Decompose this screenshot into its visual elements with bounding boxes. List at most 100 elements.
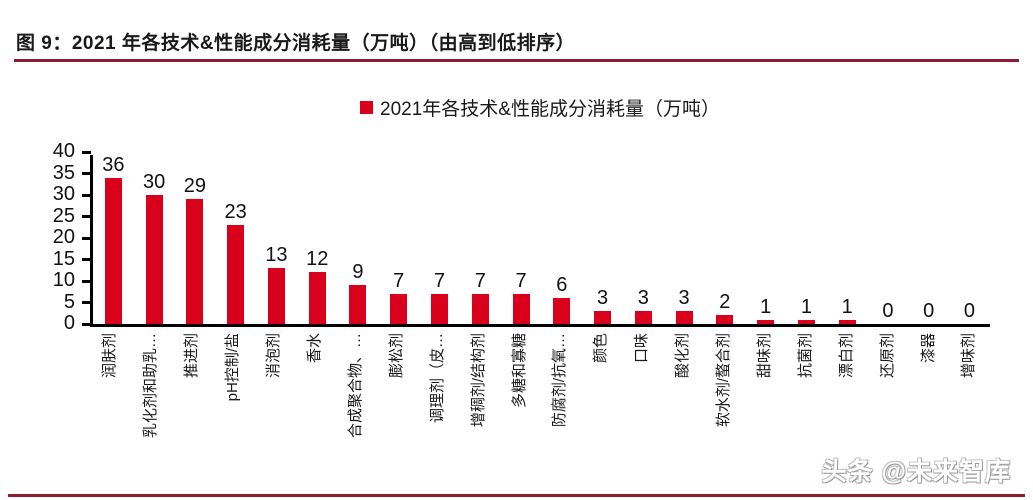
bar xyxy=(390,293,408,324)
bar xyxy=(512,293,530,324)
x-axis-label: 推进剂 xyxy=(183,333,201,379)
bar-value-label: 2 xyxy=(719,291,731,314)
bar-value-label: 0 xyxy=(882,300,894,322)
y-axis-tick xyxy=(82,172,91,175)
x-axis-label: 漂白剂 xyxy=(837,333,855,379)
x-axis-label-cell: 香水 xyxy=(295,327,336,469)
bar xyxy=(838,319,856,324)
x-axis-label-cell: 多糖和寡糖 xyxy=(499,327,540,469)
y-axis-tick-label: 5 xyxy=(63,290,75,313)
x-axis-label: 还原剂 xyxy=(878,333,896,379)
bar-column: 7 xyxy=(378,155,419,324)
bar-column: 12 xyxy=(297,155,338,324)
bar-column: 7 xyxy=(419,155,460,324)
bar-value-label: 7 xyxy=(433,269,446,292)
x-axis-label-cell: 推进剂 xyxy=(172,327,213,469)
figure-title: 图 9：2021 年各技术&性能成分消耗量（万吨）（由高到低排序） xyxy=(16,33,576,54)
legend-label: 2021年各技术&性能成分消耗量（万吨） xyxy=(380,99,720,120)
bar-value-label: 7 xyxy=(474,269,486,292)
x-axis-label-cell: 调理剂（皮… xyxy=(417,327,458,469)
x-axis-label-cell: 软水剂/螯合剂 xyxy=(704,327,745,469)
bar xyxy=(634,311,652,324)
chart-legend: 2021年各技术&性能成分消耗量（万吨） xyxy=(90,94,990,121)
y-axis-tick-label: 35 xyxy=(52,161,75,184)
bar-column: 3 xyxy=(582,155,623,324)
x-axis-label-cell: 酸化剂 xyxy=(663,327,704,469)
watermark: 头条 @未来智库 xyxy=(821,458,1011,486)
bar-column: 3 xyxy=(623,155,664,324)
x-axis-label: 增味剂 xyxy=(960,333,978,379)
bar-column: 3 xyxy=(664,155,705,324)
bar xyxy=(267,268,285,324)
y-axis-tick xyxy=(82,322,91,326)
x-axis-label: 口味 xyxy=(633,333,651,364)
x-axis-label-cell: 漆器 xyxy=(908,327,949,469)
bar xyxy=(104,178,122,324)
x-axis-label-cell: 膨松剂 xyxy=(376,327,417,469)
plot-area: 0 5 10 15 20 25 30 35 40 36 30 29 23 13 12 9 7 7 7 7 6 3 3 3 2 1 1… xyxy=(53,141,990,333)
bar-chart: 0 5 10 15 20 25 30 35 40 36 30 29 23 13 12 9 7 7 7 7 6 3 3 3 2 1 1… xyxy=(53,141,990,469)
bar xyxy=(553,298,571,324)
x-axis-label-cell: pH控制/盐 xyxy=(213,327,254,469)
y-axis-tick xyxy=(82,258,91,261)
x-axis-label: 膨松剂 xyxy=(387,333,405,379)
y-axis-tick xyxy=(82,150,91,154)
bar-column: 0 xyxy=(908,155,949,324)
x-axis-label-cell: 漂白剂 xyxy=(826,327,867,469)
bar-value-label: 36 xyxy=(102,154,125,176)
bar-column: 36 xyxy=(93,155,134,324)
x-axis-label-cell: 防腐剂/抗氧… xyxy=(540,327,581,469)
x-axis-label: 漆器 xyxy=(919,333,937,364)
x-axis-label: 合成聚合物、… xyxy=(346,333,364,439)
x-axis-label-cell: 增稠剂/结构剂 xyxy=(458,327,499,469)
bar-column: 0 xyxy=(868,155,909,324)
bar xyxy=(594,311,612,324)
bar-column: 1 xyxy=(827,155,868,324)
x-axis-label: 乳化剂和助乳… xyxy=(142,333,160,439)
bar-value-label: 0 xyxy=(963,300,976,322)
x-axis-label: 润肤剂 xyxy=(101,333,119,379)
y-axis-tick-label: 15 xyxy=(52,247,75,270)
y-axis-tick xyxy=(82,301,91,304)
bar-column: 23 xyxy=(215,155,256,324)
y-axis-tick xyxy=(82,193,91,197)
bar-value-label: 1 xyxy=(841,295,853,318)
x-axis-label: 防腐剂/抗氧… xyxy=(551,333,569,428)
y-axis-tick-label: 30 xyxy=(52,183,75,205)
bar-value-label: 6 xyxy=(556,274,568,297)
x-axis-label: 抗菌剂 xyxy=(796,333,814,379)
bar xyxy=(716,315,734,324)
x-axis-label-cell: 甜味剂 xyxy=(745,327,786,469)
x-axis-label-cell: 消泡剂 xyxy=(254,327,295,469)
bar-value-label: 3 xyxy=(678,287,690,310)
bar-value-label: 30 xyxy=(143,171,166,193)
bar-column: 7 xyxy=(460,155,501,324)
legend-square-icon xyxy=(360,101,374,114)
bar-column: 7 xyxy=(501,155,542,324)
bar xyxy=(431,293,448,324)
y-axis-tick xyxy=(82,279,91,283)
x-axis-label-cell: 合成聚合物、… xyxy=(335,327,376,469)
x-axis-label-cell: 乳化剂和助乳… xyxy=(131,327,172,469)
bar-value-label: 7 xyxy=(393,269,405,292)
bar-column: 2 xyxy=(704,155,745,324)
bar-value-label: 29 xyxy=(183,175,207,198)
title-divider xyxy=(14,59,1019,62)
y-axis-tick-label: 20 xyxy=(52,226,75,248)
x-axis-label: 颜色 xyxy=(592,333,610,364)
x-axis-label: 增稠剂/结构剂 xyxy=(469,333,487,428)
x-axis-label: 软水剂/螯合剂 xyxy=(715,333,733,428)
x-axis-label: 多糖和寡糖 xyxy=(510,333,528,409)
bar xyxy=(186,199,204,324)
y-axis-tick-label: 10 xyxy=(52,269,75,291)
bar xyxy=(227,225,245,324)
bar-column: 29 xyxy=(175,155,216,324)
bar-value-label: 3 xyxy=(637,287,649,310)
y-axis-tick-label: 0 xyxy=(63,312,75,334)
bar-value-label: 1 xyxy=(760,295,772,318)
bar-value-label: 0 xyxy=(923,300,935,322)
bar-column: 1 xyxy=(786,155,827,324)
bar xyxy=(675,311,693,324)
bar xyxy=(757,319,775,324)
bar-value-label: 13 xyxy=(265,244,288,267)
